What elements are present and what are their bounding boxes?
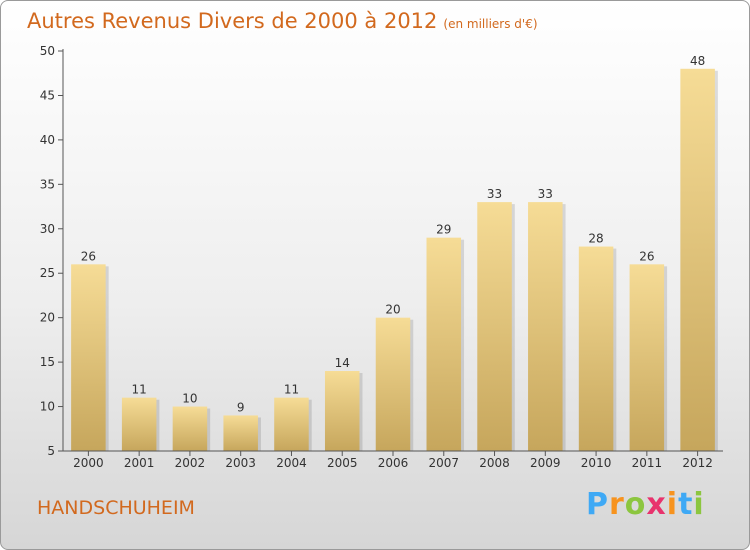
data-label: 33 [487,187,502,201]
axes-group: 5 10 15 20 25 30 35 40 45 50 2000 2001 2002 2003 2004 2… [40,44,723,470]
y-tick-label: 20 [40,311,55,325]
bar [629,264,665,451]
bar [578,246,614,451]
data-label: 11 [284,383,299,397]
data-label: 28 [588,232,603,246]
y-tick-label: 35 [40,177,55,191]
y-tick-label: 15 [40,355,55,369]
x-tick-label: 2001 [124,456,155,470]
y-tick-label: 5 [47,444,55,458]
y-tick-label: 10 [40,400,55,414]
data-label: 33 [538,187,553,201]
bar [528,202,563,451]
data-label: 14 [335,356,350,370]
data-label: 26 [81,249,96,263]
bar [223,415,258,451]
data-label: 9 [237,400,245,414]
logo-letter: t [678,487,694,522]
logo-letter: i [693,487,705,522]
x-tick-label: 2011 [632,456,663,470]
bar [172,406,208,451]
x-tick-label: 2003 [225,456,256,470]
x-tick-label: 2005 [327,456,358,470]
y-tick-label: 25 [40,266,55,280]
x-tick-label: 2002 [175,456,206,470]
bar [477,202,512,451]
data-label: 20 [385,303,400,317]
x-tick-label: 2009 [530,456,561,470]
data-label: 10 [182,392,197,406]
chart-title: Autres Revenus Divers de 2000 à 2012 (en … [27,9,538,33]
bar [426,237,462,451]
data-label: 26 [639,249,654,263]
data-label: 29 [436,223,451,237]
x-tick-label: 2004 [276,456,307,470]
x-tick-label: 2006 [378,456,409,470]
bar [121,397,157,451]
bar [375,317,411,451]
bar [324,371,360,451]
y-tick-label: 40 [40,133,55,147]
bars-group: 26 11 10 9 11 14 20 29 33 33 28 26 48 [71,54,718,452]
x-tick-label: 2007 [428,456,459,470]
chart-title-text: Autres Revenus Divers de 2000 à 2012 [27,9,438,33]
y-tick-label: 45 [40,88,55,102]
logo-letter: x [646,487,667,522]
bar [274,397,309,451]
x-tick-label: 2000 [73,456,104,470]
y-tick-label: 30 [40,222,55,236]
proxiti-logo[interactable]: Proxiti [586,487,705,522]
chart-subtitle: (en milliers d'€) [443,17,538,31]
logo-letter: o [624,487,647,522]
bar [680,68,715,452]
data-label: 48 [690,54,705,68]
data-label: 11 [132,383,147,397]
x-tick-label: 2008 [479,456,510,470]
logo-letter: r [609,487,625,522]
x-tick-label: 2010 [581,456,612,470]
logo-letter: i [666,487,679,522]
bar [71,264,106,451]
logo-letter: P [586,487,609,522]
y-tick-label: 50 [40,44,55,58]
place-name: HANDSCHUHEIM [37,497,195,519]
x-tick-label: 2012 [682,456,713,470]
